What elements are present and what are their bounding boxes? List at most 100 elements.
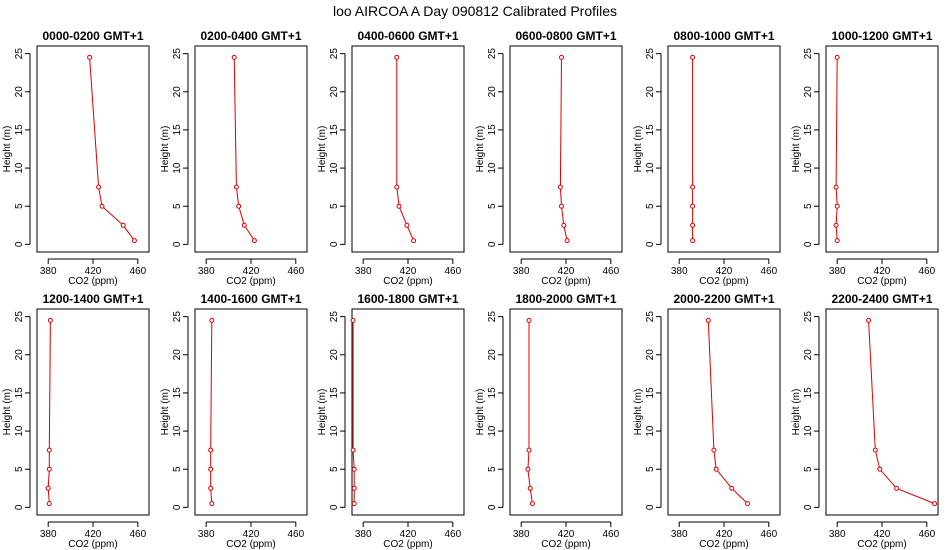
y-tick-label: 20 — [14, 349, 25, 361]
data-point — [46, 466, 52, 472]
y-tick-label: 15 — [14, 124, 25, 136]
plot-frame — [351, 308, 465, 516]
data-point — [394, 54, 400, 60]
x-tick-label: 460 — [444, 529, 461, 540]
x-tick-label: 380 — [355, 529, 372, 540]
y-tick-label: 5 — [487, 466, 498, 472]
y-tick-label: 15 — [329, 387, 340, 399]
series-line — [707, 320, 748, 504]
y-tick-label: 5 — [329, 203, 340, 209]
y-tick-label: 0 — [329, 504, 340, 510]
y-tick-label: 10 — [645, 425, 656, 437]
x-tick-label: 380 — [829, 266, 846, 277]
data-point — [866, 317, 872, 323]
y-axis-label: Height (m) — [791, 126, 802, 173]
panel-5: 0800-1000 GMT+1 380 420 460 CO2 (ppm) 0 5 10 15 2… — [633, 29, 781, 287]
data-point — [99, 203, 105, 209]
data-point — [833, 184, 839, 190]
plot-frame — [351, 45, 465, 253]
series-line — [559, 57, 568, 241]
x-tick-label: 460 — [287, 529, 304, 540]
plot-frame — [36, 308, 150, 516]
x-axis-label: CO2 (ppm) — [541, 539, 590, 550]
data-point — [834, 238, 840, 244]
y-tick-label: 25 — [172, 311, 183, 323]
x-axis-label: CO2 (ppm) — [226, 539, 275, 550]
panel-title: 1800-2000 GMT+1 — [515, 292, 616, 306]
y-tick-label: 5 — [803, 203, 814, 209]
y-tick-label: 10 — [803, 162, 814, 174]
x-tick-label: 380 — [513, 529, 530, 540]
data-point — [351, 466, 357, 472]
x-tick-label: 420 — [716, 266, 733, 277]
y-tick-label: 5 — [14, 203, 25, 209]
data-point — [209, 501, 215, 507]
panel-title: 1600-1800 GMT+1 — [357, 292, 458, 306]
y-tick-label: 0 — [172, 504, 183, 510]
x-tick-label: 460 — [602, 266, 619, 277]
y-tick-label: 5 — [329, 466, 340, 472]
x-axis-label: CO2 (ppm) — [226, 276, 275, 287]
y-tick-label: 5 — [487, 203, 498, 209]
data-point — [877, 466, 883, 472]
data-point — [564, 238, 570, 244]
data-point — [404, 222, 410, 228]
y-tick-label: 0 — [329, 241, 340, 247]
y-tick-label: 15 — [487, 387, 498, 399]
data-point — [894, 485, 900, 491]
y-tick-label: 0 — [803, 241, 814, 247]
data-point — [350, 317, 356, 323]
data-point — [231, 54, 237, 60]
x-tick-label: 420 — [243, 266, 260, 277]
y-axis-label: Height (m) — [160, 389, 171, 436]
x-tick-label: 420 — [558, 266, 575, 277]
y-tick-label: 20 — [645, 349, 656, 361]
x-tick-label: 420 — [874, 529, 891, 540]
data-point — [932, 501, 938, 507]
x-tick-label: 380 — [513, 266, 530, 277]
y-tick-label: 10 — [14, 425, 25, 437]
panel-10: 1800-2000 GMT+1 380 420 460 CO2 (ppm) 0 5 10 15 2… — [475, 292, 623, 550]
panel-title: 0800-1000 GMT+1 — [673, 29, 774, 43]
y-tick-label: 0 — [645, 241, 656, 247]
series-line — [396, 57, 415, 241]
y-tick-label: 20 — [329, 86, 340, 98]
y-tick-label: 0 — [487, 241, 498, 247]
panel-title: 0000-0200 GMT+1 — [42, 29, 143, 43]
panel-1: 0000-0200 GMT+1 380 420 460 CO2 (ppm) 0 5 10 15 2… — [2, 29, 150, 287]
data-point — [690, 222, 696, 228]
data-point — [96, 184, 102, 190]
x-tick-label: 380 — [198, 529, 215, 540]
panel-title: 0600-0800 GMT+1 — [515, 29, 616, 43]
x-axis-label: CO2 (ppm) — [857, 276, 906, 287]
series-line — [868, 320, 935, 505]
x-axis-label: CO2 (ppm) — [857, 539, 906, 550]
panel-7: 1200-1400 GMT+1 380 420 460 CO2 (ppm) 0 5 10 15 2… — [2, 292, 150, 550]
data-point — [131, 238, 137, 244]
x-axis-label: CO2 (ppm) — [383, 539, 432, 550]
x-tick-label: 380 — [671, 266, 688, 277]
y-axis-label: Height (m) — [633, 389, 644, 436]
y-tick-label: 20 — [645, 86, 656, 98]
y-tick-label: 25 — [172, 48, 183, 60]
y-tick-label: 10 — [172, 425, 183, 437]
x-tick-label: 420 — [85, 529, 102, 540]
x-tick-label: 420 — [85, 266, 102, 277]
y-tick-label: 15 — [172, 124, 183, 136]
x-tick-label: 420 — [400, 266, 417, 277]
x-axis-label: CO2 (ppm) — [68, 276, 117, 287]
y-tick-label: 25 — [487, 311, 498, 323]
data-point — [526, 317, 532, 323]
y-axis-label: Height (m) — [2, 389, 13, 436]
panel-title: 0400-0600 GMT+1 — [357, 29, 458, 43]
data-point — [561, 222, 567, 228]
x-tick-label: 420 — [716, 529, 733, 540]
plot-frame — [36, 45, 150, 253]
panel-9: 1600-1800 GMT+1 380 420 460 CO2 (ppm) 0 5 10 15 2… — [317, 292, 465, 550]
data-point — [233, 184, 239, 190]
data-point — [526, 447, 532, 453]
y-tick-label: 25 — [14, 311, 25, 323]
plot-frame — [825, 308, 939, 516]
x-tick-label: 420 — [243, 529, 260, 540]
data-point — [120, 222, 126, 228]
